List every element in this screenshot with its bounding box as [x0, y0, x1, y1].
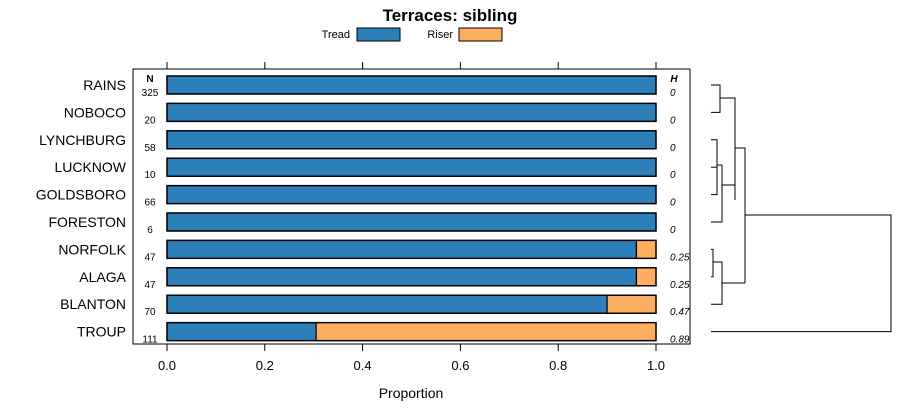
dendro-norfolk-alaga: [711, 248, 714, 278]
bar-riser-blanton: [606, 294, 657, 314]
bar-riser-norfolk: [635, 239, 657, 259]
x-tick-label: 0.4: [354, 358, 372, 373]
dendro-upper-top-link: [720, 97, 736, 200]
bar-tread-blanton: [166, 294, 608, 314]
bar-tread-lynchburg: [166, 130, 657, 150]
bar-riser-alaga: [635, 267, 657, 287]
x-axis-title: Proportion: [379, 385, 444, 401]
n-value-label: 47: [144, 280, 156, 291]
bar-outline-rains: [166, 75, 657, 95]
n-value-label: 325: [142, 88, 159, 99]
category-label: NOBOCO: [64, 104, 126, 120]
bar-outline-alaga: [166, 267, 657, 287]
n-value-label: 66: [144, 198, 156, 209]
n-value-label: 70: [144, 307, 156, 318]
h-value-label: 0: [670, 143, 676, 154]
legend: Tread Riser: [322, 27, 503, 42]
bar-outline-noboco: [166, 102, 657, 123]
bar-tread-goldsboro: [166, 185, 657, 205]
n-value-label: 58: [144, 143, 156, 154]
category-label: LYNCHBURG: [39, 132, 126, 148]
n-value-label: 111: [142, 335, 158, 346]
bar-tread-lucknow: [166, 157, 657, 177]
x-axis: 0.0 0.2 0.4 0.6 0.8 1.0: [158, 62, 665, 373]
bar-outline-lucknow: [166, 157, 657, 177]
bar-tread-norfolk: [166, 239, 638, 259]
h-value-label: 0.25: [670, 252, 690, 263]
category-label: TROUP: [77, 324, 126, 340]
category-label: LUCKNOW: [54, 159, 126, 175]
category-label: NORFOLK: [58, 241, 126, 257]
legend-label-tread: Tread: [322, 29, 350, 41]
x-tick-label: 0.8: [549, 358, 567, 373]
bar-tread-noboco: [166, 102, 657, 123]
legend-swatch-riser: [458, 27, 503, 42]
bar-tread-foreston: [166, 212, 657, 232]
bar-tread-rains: [166, 75, 657, 95]
h-value-label: 0.89: [670, 335, 690, 346]
bar-outline-troup: [166, 321, 657, 342]
x-tick-label: 0.0: [158, 358, 176, 373]
dendro-foreston: [711, 164, 723, 223]
h-value-label: 0: [670, 225, 676, 236]
category-label: FORESTON: [48, 214, 126, 230]
category-labels-group: RAINS 325 0 NOBOCO 20 0 LYNCHBURG 58 0 LUCKNOW 10 0…: [36, 77, 690, 346]
n-value-label: 6: [147, 225, 153, 236]
bar-tread-troup: [166, 322, 317, 342]
n-value-label: 47: [144, 252, 156, 263]
x-tick-label: 0.2: [256, 358, 274, 373]
h-column-header: H: [670, 74, 678, 85]
bar-outline-lynchburg: [166, 130, 657, 150]
chart-title: Terraces: sibling: [383, 6, 518, 25]
bar-outline-blanton: [166, 294, 657, 314]
dendro-root-troup: [711, 214, 892, 333]
legend-swatch-tread: [356, 27, 401, 42]
legend-label-riser: Riser: [427, 29, 453, 41]
bars-group: [166, 75, 657, 342]
category-label: ALAGA: [79, 269, 126, 285]
h-value-label: 0: [670, 198, 676, 209]
dendro-rains-noboco: [711, 84, 721, 113]
h-value-label: 0.25: [670, 280, 690, 291]
category-label: RAINS: [83, 77, 126, 93]
dendro-mid-join: [735, 147, 746, 283]
x-tick-label: 0.6: [451, 358, 469, 373]
bar-riser-troup: [315, 322, 657, 342]
h-value-label: 0: [670, 115, 676, 126]
x-tick-label: 1.0: [647, 358, 665, 373]
bar-outline-goldsboro: [166, 184, 657, 205]
plot-panel: [132, 68, 691, 345]
h-value-label: 0.47: [670, 307, 690, 318]
category-label: GOLDSBORO: [36, 187, 126, 203]
dendrogram: [711, 84, 892, 333]
bar-tread-alaga: [166, 267, 638, 287]
h-value-label: 0: [670, 88, 676, 99]
bar-outline-foreston: [166, 212, 657, 232]
bar-outline-norfolk: [166, 239, 657, 260]
n-value-label: 20: [144, 115, 156, 126]
n-value-label: 10: [144, 170, 156, 181]
category-label: BLANTON: [60, 296, 126, 312]
h-value-label: 0: [670, 170, 676, 181]
n-column-header: N: [146, 74, 153, 85]
